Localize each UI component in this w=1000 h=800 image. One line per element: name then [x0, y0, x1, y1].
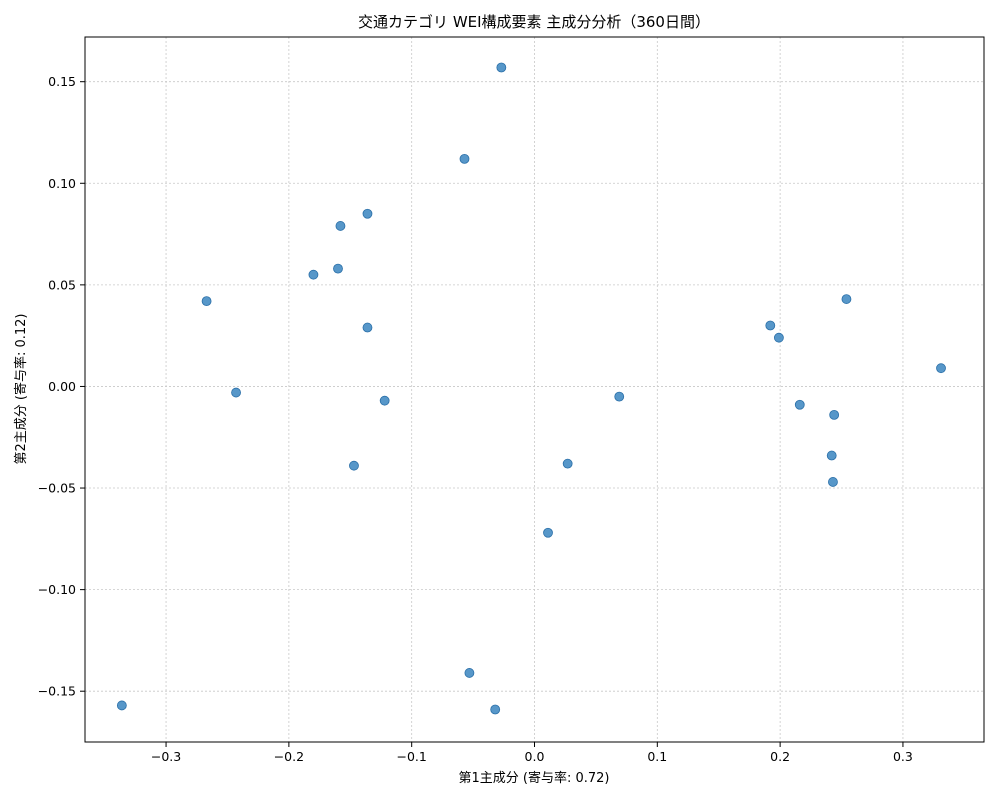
data-point: [829, 409, 840, 420]
data-point: [496, 62, 507, 73]
x-tick-label: 0.3: [893, 749, 913, 764]
grid: [85, 37, 984, 742]
data-point: [464, 668, 475, 678]
data-point: [201, 296, 212, 307]
data-point: [362, 322, 373, 333]
data-point: [335, 221, 346, 231]
data-point: [379, 395, 390, 406]
data-points: [116, 62, 946, 715]
chart-title: 交通カテゴリ WEI構成要素 主成分分析（360日間）: [358, 13, 710, 31]
data-point: [562, 458, 573, 469]
x-tick-label: 0.0: [525, 749, 545, 764]
data-point: [459, 154, 470, 164]
x-tick-label: 0.1: [647, 749, 667, 764]
data-point: [231, 387, 241, 398]
data-point: [765, 320, 776, 331]
y-tick-label: −0.15: [38, 684, 76, 699]
data-point: [349, 460, 359, 471]
y-tick-label: 0.00: [48, 379, 76, 394]
y-axis-ticks: −0.15 −0.10 −0.05 0.00 0.05 0.10 0.15: [38, 74, 85, 699]
data-point: [794, 399, 805, 410]
data-point: [774, 332, 784, 343]
data-point: [543, 527, 553, 538]
y-tick-label: −0.05: [38, 481, 76, 496]
data-point: [826, 450, 837, 461]
data-point: [333, 263, 343, 274]
data-point: [936, 363, 946, 374]
y-tick-label: 0.15: [48, 74, 76, 89]
data-point: [841, 294, 852, 304]
x-axis-ticks: −0.3 −0.2 −0.1 0.0 0.1 0.2 0.3: [151, 742, 913, 764]
data-point: [308, 269, 319, 280]
y-tick-label: 0.05: [48, 277, 76, 292]
data-point: [490, 704, 501, 715]
x-tick-label: −0.2: [274, 749, 304, 764]
y-tick-label: −0.10: [38, 582, 76, 597]
y-axis-label: 第2主成分 (寄与率: 0.12): [13, 313, 29, 464]
x-tick-label: −0.1: [397, 749, 427, 764]
y-tick-label: 0.10: [48, 176, 76, 191]
data-point: [362, 208, 373, 219]
x-axis-label: 第1主成分 (寄与率: 0.72): [458, 770, 609, 786]
x-tick-label: −0.3: [151, 749, 181, 764]
x-tick-label: 0.2: [770, 749, 790, 764]
data-point: [614, 391, 625, 402]
data-point: [828, 477, 838, 487]
data-point: [116, 700, 127, 711]
